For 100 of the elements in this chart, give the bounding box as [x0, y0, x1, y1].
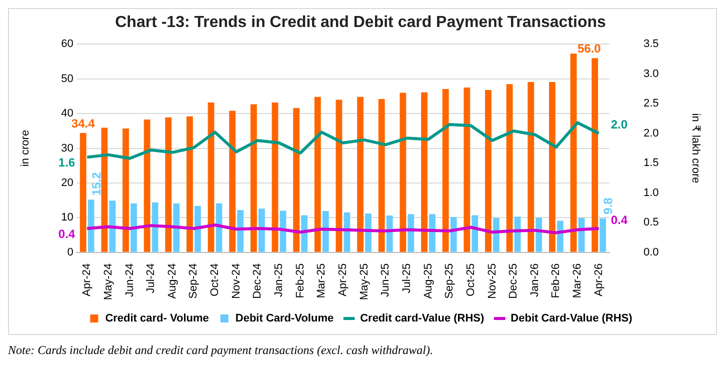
- x-tick-label: Jan-25: [273, 263, 286, 297]
- y-axis-title: in crore: [20, 130, 32, 167]
- bar: [536, 218, 542, 252]
- bar: [173, 203, 180, 252]
- bar: [293, 108, 300, 252]
- bar: [528, 82, 534, 252]
- x-tick-label: Jan-26: [528, 263, 541, 297]
- legend-label: Debit Card-Value (RHS): [510, 312, 633, 325]
- legend-label: Debit Card-Volume: [235, 312, 334, 325]
- x-tick-label: Jul-24: [145, 263, 158, 294]
- bar: [314, 96, 321, 252]
- bar: [322, 211, 329, 252]
- bar: [570, 54, 577, 252]
- bar: [464, 88, 470, 252]
- y-tick-label: 20: [61, 176, 74, 189]
- bar: [592, 58, 598, 252]
- bar: [336, 100, 342, 252]
- bar: [357, 96, 364, 252]
- y-tick-label: 40: [61, 108, 74, 120]
- bar: [101, 128, 108, 252]
- y-tick-label: 30: [61, 142, 74, 154]
- x-tick-label: Jul-25: [400, 263, 413, 294]
- bar: [80, 133, 86, 252]
- bar: [450, 216, 457, 252]
- x-tick-label: Apr-24: [81, 263, 94, 296]
- y-tick-label: 60: [61, 38, 74, 50]
- bar: [549, 82, 556, 252]
- bar: [109, 200, 116, 252]
- bar: [400, 92, 406, 252]
- bar: [194, 206, 201, 252]
- legend-label: Credit card- Volume: [105, 312, 209, 325]
- chart-title: Chart -13: Trends in Credit and Debit card Payment Transactions: [115, 14, 606, 32]
- bar: [186, 116, 193, 252]
- x-tick-label: Nov-25: [486, 263, 498, 299]
- x-tick-label: Mar-25: [316, 263, 328, 298]
- text: Note: Cards include debit and credit card payment transactions (excl. cash withdrawal).: [8, 343, 434, 358]
- x-tick-label: Apr-26: [592, 263, 605, 296]
- data-label: 1.6: [58, 155, 76, 170]
- bar: [165, 117, 172, 252]
- bar: [557, 220, 564, 252]
- bar: [301, 215, 308, 252]
- data-label: 34.4: [71, 116, 96, 130]
- bar: [250, 104, 257, 252]
- bar: [122, 128, 129, 252]
- y-tick-label: 10: [61, 212, 74, 224]
- bar: [144, 119, 150, 252]
- bar: [442, 88, 449, 252]
- bar: [514, 216, 521, 252]
- bar: [408, 214, 414, 252]
- bar: [493, 218, 500, 252]
- bar: [378, 99, 385, 252]
- x-tick-label: May-24: [102, 263, 114, 300]
- bar: [472, 215, 478, 252]
- y2-tick-label: 0.5: [644, 216, 659, 229]
- data-label: 0.4: [610, 212, 628, 227]
- x-tick-label: Mar-26: [572, 263, 584, 298]
- y2-tick-label: 3.0: [644, 68, 659, 80]
- x-tick-label: Aug-25: [422, 263, 434, 299]
- bar: [429, 214, 436, 252]
- bar: [421, 92, 428, 252]
- x-tick-label: Apr-25: [337, 263, 350, 296]
- bar: [130, 203, 137, 252]
- x-tick-label: Aug-24: [166, 263, 178, 299]
- bar: [152, 202, 158, 252]
- bar: [485, 90, 492, 252]
- y2-tick-label: 2.5: [644, 98, 659, 110]
- x-tick-label: Jun-24: [124, 263, 136, 297]
- x-tick-label: Sep-25: [444, 263, 456, 299]
- bar: [600, 218, 606, 252]
- legend-label: Credit card-Value (RHS): [360, 312, 485, 325]
- x-tick-label: Dec-24: [252, 263, 264, 299]
- data-label: 2.0: [610, 118, 628, 132]
- bar: [258, 208, 265, 252]
- y2-tick-label: 1.0: [644, 186, 659, 199]
- x-tick-label: Nov-24: [230, 263, 242, 299]
- bar: [365, 213, 372, 252]
- x-tick-label: Jun-25: [380, 263, 392, 297]
- bar: [88, 200, 94, 252]
- data-label: 15.2: [89, 172, 104, 196]
- bar: [208, 102, 214, 252]
- y2-tick-label: 1.5: [644, 157, 659, 170]
- y-tick-label: 0: [67, 246, 74, 258]
- x-tick-label: Oct-25: [464, 263, 477, 296]
- bar: [237, 210, 244, 252]
- y2-axis-title: in ₹ lakh crore: [689, 113, 702, 184]
- x-tick-label: Dec-25: [508, 263, 520, 299]
- x-tick-label: Feb-25: [294, 263, 306, 298]
- x-tick-label: Feb-26: [550, 263, 562, 298]
- bar: [386, 216, 393, 252]
- x-tick-label: May-25: [358, 263, 370, 300]
- bar: [506, 84, 513, 252]
- y2-tick-label: 0.0: [644, 246, 659, 258]
- data-label: 56.0: [577, 41, 602, 56]
- y2-tick-label: 2.0: [644, 127, 659, 140]
- data-label: 9.8: [601, 197, 616, 214]
- bar: [229, 110, 236, 252]
- y2-tick-label: 3.5: [644, 38, 659, 50]
- x-tick-label: Oct-24: [209, 263, 222, 296]
- x-tick-label: Sep-24: [188, 263, 200, 299]
- data-label: 0.4: [58, 226, 76, 241]
